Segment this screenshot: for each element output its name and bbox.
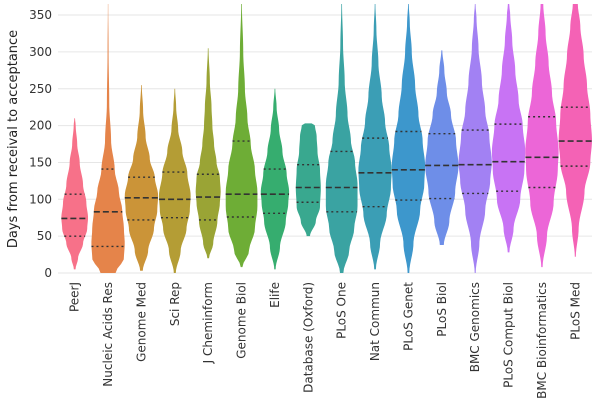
violin-plos-med <box>558 4 592 257</box>
violin-plos-biol <box>425 50 459 245</box>
x-tick-label: Nat Commun <box>368 282 382 361</box>
violin-body <box>391 4 426 273</box>
x-tick-label: Genome Med <box>134 282 148 362</box>
y-tick-label: 150 <box>29 155 52 169</box>
violin-plos-comput-biol <box>491 4 526 253</box>
violin-nucleic-acids-res <box>91 4 125 273</box>
violin-body <box>425 50 459 245</box>
x-tick-label: Database (Oxford) <box>301 282 315 393</box>
violin-bmc-genomics <box>458 4 492 273</box>
violin-bmc-bioinformatics <box>525 4 559 268</box>
violin-genome-biol <box>225 4 258 268</box>
violins <box>61 4 592 273</box>
x-tick-label: Genome Biol <box>235 282 249 359</box>
x-tick-label: BMC Bioinformatics <box>535 282 549 399</box>
violin-plos-genet <box>391 4 426 273</box>
y-tick-label: 350 <box>29 8 52 22</box>
x-tick-label: Sci Rep <box>168 282 182 326</box>
violin-body <box>358 4 392 270</box>
violin-body <box>525 4 559 268</box>
violin-nat-commun <box>358 4 392 270</box>
x-tick-label: PLoS Comput Biol <box>502 282 516 388</box>
violin-body <box>295 123 321 237</box>
y-tick-label: 50 <box>37 229 52 243</box>
x-tick-label: J Cheminform <box>201 282 215 364</box>
violin-body <box>491 4 526 253</box>
violin-sci-rep <box>158 88 191 273</box>
x-tick-label: PLoS One <box>335 282 349 339</box>
x-tick-label: Elife <box>268 282 282 308</box>
y-axis-ticks: 0 50 100 150 200 250 300 350 <box>29 8 52 280</box>
violin-body <box>158 88 191 273</box>
x-tick-label: PLoS Genet <box>401 282 415 351</box>
violin-plos-one <box>325 4 358 273</box>
violin-body <box>225 4 258 268</box>
y-tick-label: 300 <box>29 45 52 59</box>
violin-body <box>260 88 290 270</box>
violin-peerj <box>61 118 89 270</box>
violin-body <box>325 4 358 273</box>
x-tick-label: Nucleic Acids Res <box>101 282 115 387</box>
violin-j-cheminform <box>195 48 221 259</box>
x-tick-label: PLoS Med <box>568 282 582 340</box>
y-tick-label: 250 <box>29 82 52 96</box>
y-tick-label: 200 <box>29 119 52 133</box>
y-tick-label: 0 <box>44 266 52 280</box>
violin-body <box>458 4 492 273</box>
x-tick-label: BMC Genomics <box>468 282 482 372</box>
violin-body <box>195 48 221 259</box>
x-tick-label: PeerJ <box>68 282 82 312</box>
violin-database-oxford- <box>295 123 321 237</box>
y-tick-label: 100 <box>29 192 52 206</box>
x-axis-ticks: PeerJ Nucleic Acids Res Genome Med Sci Rep J… <box>68 282 583 399</box>
x-tick-label: PLoS Biol <box>435 282 449 337</box>
violin-elife <box>260 88 290 270</box>
violin-body <box>558 4 592 257</box>
violin-body <box>124 85 159 271</box>
y-axis-label: Days from receival to acceptance <box>6 30 21 248</box>
violin-body <box>91 4 125 273</box>
violin-genome-med <box>124 85 159 271</box>
